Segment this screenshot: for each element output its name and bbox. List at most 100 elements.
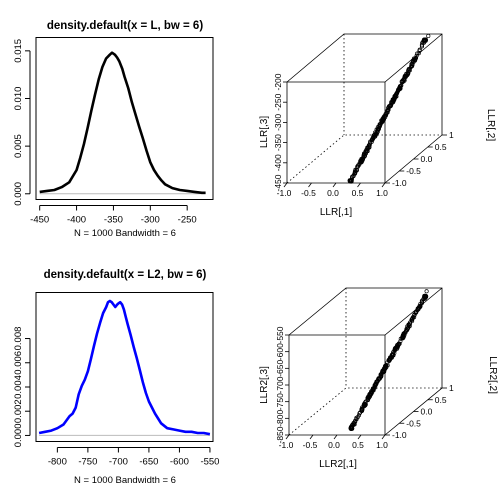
- panel-3d-scatter-LLR: -1.0 -0.5 0.0 0.5 1.0-1.0-0.50.00.51-450-400…: [259, 33, 496, 218]
- y-tick-label: 0.008: [13, 327, 24, 351]
- z-tick-label: -850: [275, 426, 285, 443]
- scatter-point: [386, 358, 391, 363]
- scatter-point: [406, 68, 411, 73]
- scatter-point: [380, 116, 385, 121]
- scatter-point: [357, 411, 362, 416]
- x-tick-label: -1.0: [277, 188, 292, 198]
- z-tick-label: -650: [275, 360, 285, 377]
- scatter-point: [416, 305, 421, 310]
- scatter-point: [374, 131, 379, 136]
- y-tick-label: -0.5: [406, 166, 421, 176]
- y-tick-label: 1: [449, 383, 454, 393]
- scatter-point: [410, 317, 415, 322]
- y-tick-label: -0.5: [406, 418, 421, 428]
- scatter-point: [407, 324, 412, 329]
- scatter-point: [396, 87, 401, 92]
- z-tick-label: -700: [275, 376, 285, 393]
- y-axis-label: LLR2[,2]: [487, 356, 498, 394]
- z-tick-label: -550: [275, 326, 285, 343]
- scatter-point: [403, 329, 408, 334]
- scatter-point: [409, 63, 414, 68]
- scatter-point: [352, 422, 357, 427]
- y-tick-label: -1.0: [392, 178, 407, 188]
- x-axis: -450 -400 -350 -300 -250: [30, 205, 197, 226]
- z-tick-label: -600: [275, 343, 285, 360]
- scatter-point: [347, 178, 352, 183]
- x-axis-label: LLR2[,1]: [319, 459, 357, 470]
- y-tick-label: 0.5: [435, 395, 447, 405]
- scatter-point: [372, 383, 377, 388]
- y-tick-label: 0.0: [421, 154, 433, 164]
- x-tick-mark: [308, 182, 312, 188]
- x-tick-label: -700: [109, 457, 128, 468]
- scatter-point: [370, 137, 375, 142]
- panel-density-L2: density.default(x = L2, bw = 6) -800 -750…: [13, 269, 219, 486]
- scatter-point: [365, 148, 370, 154]
- z-tick-label: -750: [275, 393, 285, 410]
- scatter-points: [347, 33, 431, 184]
- y-axis: 0.000 0.005 0.010 0.015: [13, 39, 31, 206]
- axis-ticks: -1.0 -0.5 0.0 0.5 1.0-1.0-0.50.00.51-450-400…: [273, 73, 454, 198]
- x-tick-label: 0.5: [352, 188, 364, 198]
- y-tick-label: 0.006: [13, 351, 24, 375]
- scatter-point: [365, 398, 370, 403]
- x-tick-mark: [381, 434, 386, 440]
- scatter-point: [419, 43, 424, 48]
- z-tick-label: -300: [273, 114, 283, 131]
- scatter-point: [409, 317, 414, 322]
- scatter-point: [384, 112, 389, 117]
- y-tick-label: 0.000: [13, 424, 24, 448]
- scatter-point: [367, 393, 372, 398]
- scatter-point: [375, 129, 380, 134]
- scatter-point: [385, 108, 390, 113]
- z-tick-label: -250: [273, 93, 283, 110]
- scatter-point: [361, 152, 366, 158]
- x-tick-label: -250: [178, 215, 197, 226]
- scatter-point: [356, 413, 362, 418]
- y-tick-label: 0.010: [13, 87, 24, 111]
- z-axis-label: LLR2[,3]: [259, 366, 270, 404]
- x-tick-label: -650: [139, 457, 158, 468]
- x-tick-label: -1.0: [279, 440, 294, 450]
- scatter-point: [376, 126, 382, 131]
- x-tick-label: 1.0: [376, 188, 388, 198]
- y-tick-label: 0.015: [13, 39, 24, 63]
- z-tick-label: -450: [273, 174, 283, 191]
- x-tick-label: 0.0: [327, 188, 339, 198]
- y-tick-label: 0.005: [13, 134, 24, 158]
- x-tick-label: -300: [141, 215, 160, 226]
- scatter-point: [369, 138, 374, 143]
- scatter-point: [384, 363, 389, 368]
- x-axis-label: LLR[,1]: [320, 207, 352, 218]
- panel-density-L: density.default(x = L, bw = 6) -450 -400-…: [13, 20, 214, 239]
- scatter-point: [403, 73, 409, 78]
- x-axis: -800 -750 -700 -650 -600 -550: [48, 447, 219, 468]
- scatter-point: [412, 312, 417, 318]
- scatter-point: [398, 339, 403, 344]
- scatter-point: [392, 347, 397, 352]
- scatter-point: [402, 333, 407, 338]
- z-tick-label: -400: [273, 154, 283, 171]
- scatter-point: [426, 33, 431, 39]
- x-tick-label: -600: [170, 457, 189, 468]
- scatter-point: [353, 167, 358, 172]
- scatter-point: [362, 153, 367, 158]
- x-axis-subtitle: N = 1000 Bandwidth = 6: [74, 475, 176, 486]
- panel-3d-scatter-LLR2: -1.0 -0.5 0.0 0.5 1.0-1.0-0.50.00.51-850-800…: [259, 287, 498, 470]
- y-tick-label: 0.5: [435, 142, 447, 152]
- scatter-point: [401, 77, 406, 82]
- x-tick-mark: [285, 434, 290, 440]
- x-tick-label: 0.0: [328, 440, 340, 450]
- plot-frame: [35, 292, 214, 442]
- plot-frame: [35, 37, 214, 200]
- x-tick-label: -800: [48, 457, 67, 468]
- scatter-point: [359, 159, 364, 164]
- scatter-point: [383, 363, 388, 368]
- x-tick-mark: [332, 182, 337, 188]
- scatter-point: [422, 294, 427, 299]
- scatter-point: [423, 294, 428, 299]
- y-tick-label: 0.0: [421, 407, 433, 417]
- z-axis-label: LLR[,3]: [259, 116, 270, 148]
- scatter-point: [378, 373, 383, 378]
